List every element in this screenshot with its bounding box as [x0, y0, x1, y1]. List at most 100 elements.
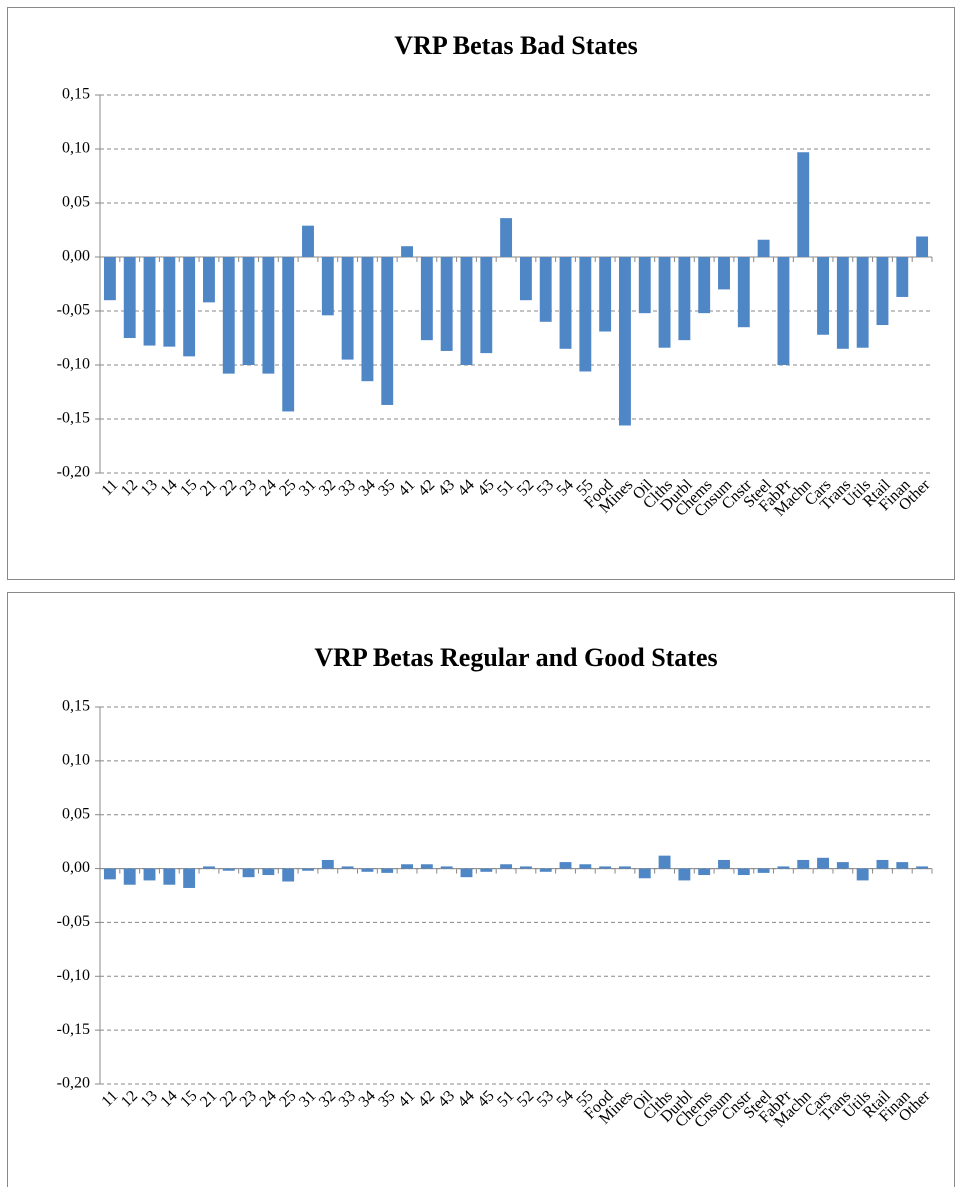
bar — [757, 239, 770, 257]
bar — [797, 859, 810, 869]
bar — [460, 868, 473, 878]
bar — [519, 866, 532, 869]
bar — [500, 218, 513, 257]
bar — [856, 257, 869, 348]
bar — [856, 868, 869, 881]
bar — [579, 864, 592, 869]
y-tick-label: -0,20 — [57, 1075, 90, 1092]
bar — [183, 257, 196, 357]
bar — [559, 257, 572, 349]
y-tick-label: -0,10 — [57, 356, 90, 373]
bar — [361, 257, 374, 382]
bar — [381, 868, 394, 873]
y-tick-label: -0,05 — [57, 913, 90, 930]
bar — [401, 864, 413, 869]
bar — [638, 257, 651, 314]
bar — [876, 257, 889, 326]
bar — [619, 257, 631, 426]
bar — [876, 859, 889, 869]
bar — [500, 864, 513, 869]
bar — [797, 152, 810, 257]
bar — [599, 866, 612, 869]
y-tick-label: 0,15 — [62, 698, 90, 715]
bar — [123, 868, 136, 885]
bar — [123, 257, 136, 338]
bar — [341, 866, 354, 869]
bar — [817, 857, 829, 869]
bar — [718, 859, 730, 869]
bar — [222, 868, 235, 871]
bar — [777, 257, 790, 365]
bar — [638, 868, 651, 879]
y-tick-label: 0,10 — [62, 752, 90, 769]
bar — [222, 257, 235, 374]
y-tick-label: 0,10 — [62, 140, 90, 157]
bar — [599, 257, 612, 332]
bar — [757, 868, 770, 873]
bar — [242, 868, 255, 878]
chart-title: VRP Betas Bad States — [394, 31, 637, 60]
bar — [183, 868, 196, 888]
bar — [302, 225, 314, 257]
y-tick-label: 0,05 — [62, 194, 90, 211]
bar — [737, 257, 750, 328]
bar — [440, 866, 453, 869]
bar — [896, 862, 909, 869]
bar — [480, 257, 493, 354]
bar — [836, 862, 849, 869]
y-tick-label: 0,05 — [62, 805, 90, 822]
y-tick-label: -0,10 — [57, 967, 90, 984]
bar — [420, 257, 433, 341]
bar — [836, 257, 849, 349]
bar — [916, 236, 929, 257]
bar — [203, 866, 215, 869]
bar — [321, 257, 334, 316]
chart-border — [7, 592, 955, 1187]
bar — [480, 868, 493, 872]
bar — [539, 257, 552, 322]
bar — [579, 257, 592, 372]
bar — [698, 257, 711, 314]
bar — [103, 868, 116, 880]
bar — [302, 868, 314, 871]
bar — [361, 868, 374, 872]
bar — [460, 257, 473, 365]
bar — [321, 859, 334, 869]
bar — [103, 257, 116, 301]
chart-title: VRP Betas Regular and Good States — [314, 643, 717, 672]
bar — [916, 866, 929, 869]
bar — [519, 257, 532, 301]
bar — [163, 257, 176, 347]
bar — [282, 257, 295, 412]
bar — [282, 868, 295, 882]
y-tick-label: -0,05 — [57, 302, 90, 319]
bar — [678, 257, 691, 341]
chart-border — [7, 7, 955, 580]
bar — [817, 257, 829, 335]
y-tick-label: -0,15 — [57, 1021, 90, 1038]
bar — [718, 257, 730, 290]
bar — [381, 257, 394, 405]
bar — [203, 257, 215, 303]
y-tick-label: -0,20 — [57, 464, 90, 481]
y-tick-label: 0,00 — [62, 859, 90, 876]
bar — [242, 257, 255, 365]
bar — [777, 866, 790, 869]
bar — [262, 868, 275, 876]
y-tick-label: 0,15 — [62, 86, 90, 103]
bar — [262, 257, 275, 374]
bar — [539, 868, 552, 872]
bar — [896, 257, 909, 297]
bar — [678, 868, 691, 881]
bar — [143, 868, 156, 881]
bar — [619, 866, 631, 869]
bar — [559, 862, 572, 869]
bar — [698, 868, 711, 876]
y-tick-label: 0,00 — [62, 248, 90, 265]
bar — [341, 257, 354, 360]
y-tick-label: -0,15 — [57, 410, 90, 427]
bar — [420, 864, 433, 869]
bar — [658, 855, 671, 869]
bar — [440, 257, 453, 351]
